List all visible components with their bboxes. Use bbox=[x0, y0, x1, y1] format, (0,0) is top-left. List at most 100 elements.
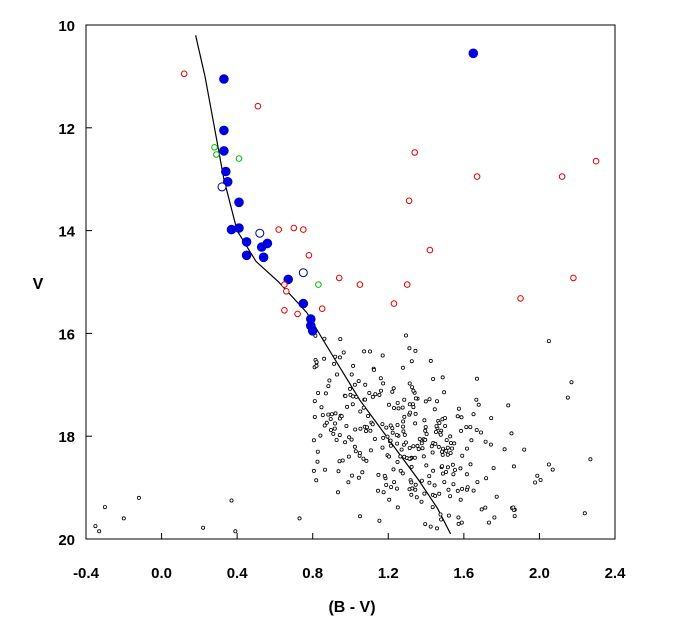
field-star-point bbox=[403, 440, 408, 445]
field-star-point bbox=[356, 475, 361, 480]
field-star-point bbox=[351, 363, 356, 368]
field-star-point bbox=[380, 353, 385, 358]
x-axis-title: (B - V) bbox=[328, 599, 375, 616]
field-star-point bbox=[489, 416, 494, 421]
data-point bbox=[180, 70, 188, 78]
field-star-point bbox=[312, 414, 317, 419]
field-star-point bbox=[456, 521, 461, 526]
field-star-point bbox=[394, 432, 399, 437]
field-star-point bbox=[384, 425, 389, 430]
field-star-point bbox=[357, 450, 362, 455]
data-point bbox=[221, 166, 231, 177]
data-point bbox=[403, 281, 411, 288]
field-star-point bbox=[427, 474, 432, 479]
field-star-point bbox=[344, 423, 349, 428]
field-star-point bbox=[422, 491, 427, 496]
field-star-point bbox=[483, 505, 488, 510]
field-star-point bbox=[422, 418, 427, 423]
field-star-point bbox=[388, 443, 393, 448]
data-point bbox=[262, 238, 273, 249]
data-point bbox=[592, 157, 600, 165]
field-star-point bbox=[353, 449, 358, 454]
field-star-point bbox=[440, 375, 445, 380]
field-star-point bbox=[445, 452, 450, 457]
field-star-point bbox=[360, 470, 365, 475]
field-star-point bbox=[442, 390, 447, 395]
field-star-point bbox=[535, 473, 540, 478]
field-star-point bbox=[361, 456, 366, 461]
field-star-point bbox=[452, 441, 457, 446]
field-star-point bbox=[456, 515, 461, 520]
field-star-point bbox=[378, 376, 383, 381]
data-point bbox=[234, 223, 244, 233]
field-star-point bbox=[448, 440, 453, 445]
field-star-point bbox=[440, 471, 445, 476]
field-star-point bbox=[419, 441, 424, 446]
field-star-point bbox=[448, 451, 453, 456]
field-star-point bbox=[471, 412, 476, 417]
field-star-point bbox=[391, 467, 396, 472]
field-star-point bbox=[97, 529, 102, 534]
y-tick-label: 12 bbox=[58, 121, 75, 138]
field-star-point bbox=[353, 427, 358, 432]
field-star-point bbox=[340, 458, 345, 463]
field-star-point bbox=[421, 454, 426, 459]
x-tick-label: 0.0 bbox=[151, 565, 172, 582]
field-star-point bbox=[486, 520, 491, 525]
data-point bbox=[235, 155, 243, 162]
field-star-point bbox=[102, 505, 107, 510]
field-star-point bbox=[451, 482, 456, 487]
x-tick-label: -0.4 bbox=[73, 565, 100, 582]
field-star-point bbox=[326, 384, 331, 389]
field-star-point bbox=[451, 472, 456, 477]
field-star-point bbox=[121, 516, 126, 521]
field-star-point bbox=[377, 518, 382, 523]
field-star-point bbox=[439, 449, 444, 454]
field-star-point bbox=[444, 438, 449, 443]
x-tick-label: 2.0 bbox=[529, 565, 550, 582]
field-star-point bbox=[343, 440, 348, 445]
field-star-point bbox=[375, 488, 380, 493]
field-star-point bbox=[546, 462, 551, 467]
field-star-point bbox=[458, 497, 463, 502]
field-star-point bbox=[538, 477, 543, 482]
field-star-point bbox=[428, 358, 433, 363]
data-point bbox=[234, 197, 244, 208]
data-point bbox=[281, 281, 288, 288]
field-star-point bbox=[412, 455, 417, 460]
field-star-point bbox=[407, 381, 412, 386]
field-star-point bbox=[337, 459, 342, 464]
field-star-point bbox=[408, 410, 413, 415]
field-star-point bbox=[423, 437, 428, 442]
x-axis: -0.4 0.0 0.4 0.8 1.2 1.6 2.0 2.4 bbox=[73, 533, 626, 582]
data-point bbox=[335, 274, 343, 282]
field-star-point bbox=[415, 443, 420, 448]
field-star-point bbox=[509, 431, 514, 436]
field-star-point bbox=[93, 524, 98, 529]
field-star-point bbox=[361, 405, 366, 410]
field-star-point bbox=[336, 469, 341, 474]
field-star-point bbox=[314, 363, 319, 368]
field-star-point bbox=[444, 448, 449, 453]
field-star-point bbox=[395, 505, 400, 510]
field-star-point bbox=[474, 397, 479, 402]
field-star-point bbox=[367, 349, 372, 354]
field-star-point bbox=[420, 446, 425, 451]
data-point bbox=[300, 226, 307, 233]
field-star-point bbox=[349, 372, 354, 377]
data-point bbox=[281, 307, 288, 314]
data-point bbox=[411, 149, 419, 156]
field-star-point bbox=[440, 452, 445, 457]
field-star-point bbox=[350, 394, 355, 399]
field-star-point bbox=[459, 428, 464, 433]
field-star-point bbox=[341, 350, 346, 355]
field-star-point bbox=[327, 378, 332, 383]
y-tick-label: 16 bbox=[58, 326, 75, 343]
data-point bbox=[241, 237, 252, 247]
field-star-point bbox=[476, 402, 481, 407]
field-star-point bbox=[388, 423, 393, 428]
field-star-point bbox=[402, 397, 407, 402]
field-star-point bbox=[349, 437, 354, 442]
field-star-point bbox=[448, 494, 453, 499]
field-star-point bbox=[468, 462, 473, 467]
